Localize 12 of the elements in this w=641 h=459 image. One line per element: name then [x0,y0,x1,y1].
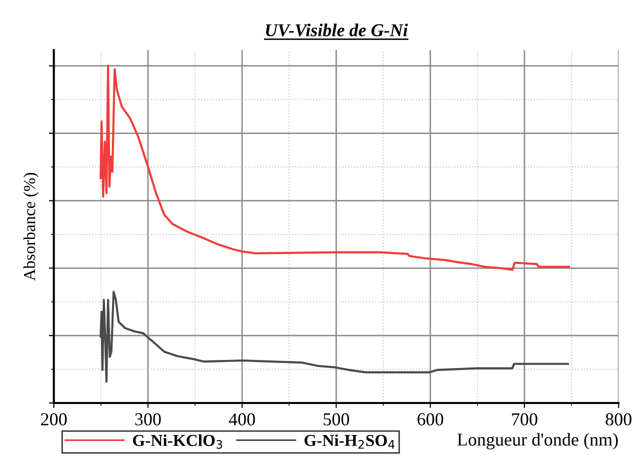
x-tick-label: 200 [41,413,67,426]
x-tick-label: 800 [606,413,632,426]
x-tick-label: 500 [324,413,350,426]
x-tick-label: 400 [228,413,255,426]
legend-label: G-Ni-H$_{2}$SO$_{4}$ [304,434,395,449]
x-tick-label: 300 [135,413,161,426]
x-axis-title: Longueur d'onde (nm) [457,433,618,450]
chart-title: UV-Visible de G-Ni [266,24,408,36]
x-tick-label: 700 [512,413,538,426]
legend-label: G-Ni-KClO$_{3}$ [132,434,222,449]
y-axis-title: Absorbance (%) [23,172,39,281]
x-tick-label: 600 [418,413,444,426]
